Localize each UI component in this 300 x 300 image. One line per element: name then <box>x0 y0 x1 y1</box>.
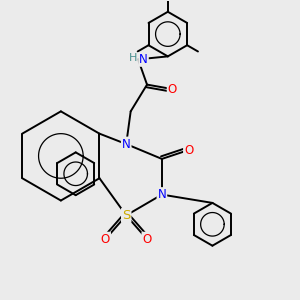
Text: O: O <box>184 143 193 157</box>
Text: O: O <box>142 233 152 246</box>
Text: S: S <box>122 209 130 222</box>
Text: N: N <box>139 53 148 66</box>
Text: N: N <box>122 138 130 151</box>
Text: O: O <box>101 233 110 246</box>
Text: O: O <box>168 82 177 96</box>
Text: H: H <box>129 53 137 63</box>
Text: N: N <box>158 188 166 201</box>
